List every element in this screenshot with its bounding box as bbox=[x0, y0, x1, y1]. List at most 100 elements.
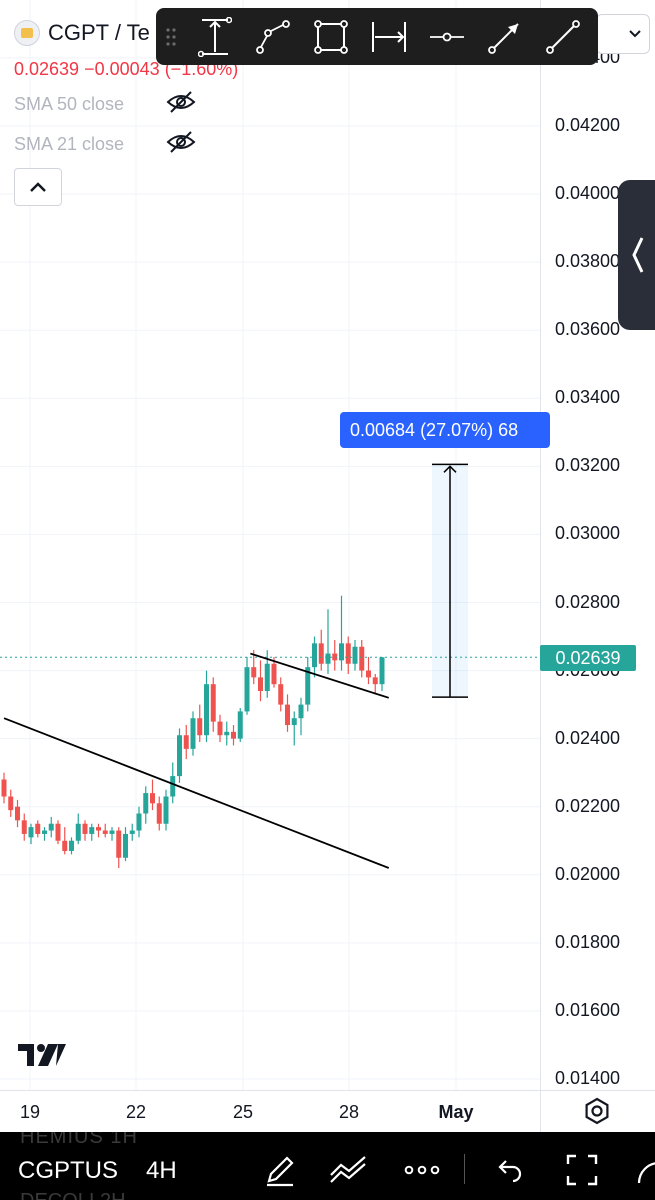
price-axis-label: 0.04000 bbox=[555, 183, 621, 204]
symbol-title[interactable]: CGPT / Te bbox=[48, 20, 150, 45]
eye-off-icon[interactable] bbox=[166, 130, 196, 154]
candle-body bbox=[372, 677, 378, 685]
date-price-range-tool[interactable] bbox=[186, 8, 244, 65]
interval-selector[interactable]: 4H bbox=[146, 1157, 177, 1184]
candle-body bbox=[170, 776, 176, 797]
time-axis-label: 28 bbox=[338, 1102, 360, 1122]
trend-line bbox=[250, 652, 390, 699]
candle-body bbox=[96, 827, 101, 831]
candle-body bbox=[352, 646, 358, 664]
side-panel-toggle[interactable] bbox=[618, 180, 655, 330]
candle-body bbox=[1, 779, 7, 797]
interval-dropdown[interactable] bbox=[596, 14, 650, 54]
scrolling-list-item: DECOLI 2H bbox=[20, 1190, 126, 1200]
candle-body bbox=[143, 793, 149, 814]
rectangle-icon bbox=[314, 19, 348, 54]
price-range-label[interactable]: 0.00684 (27.07%) 68 bbox=[340, 412, 550, 448]
candle-body bbox=[89, 827, 95, 834]
drag-handle-icon[interactable] bbox=[156, 8, 186, 65]
candle-body bbox=[312, 643, 317, 668]
candle-body bbox=[339, 643, 344, 661]
candle-body bbox=[264, 663, 270, 691]
candle-body bbox=[318, 643, 324, 664]
candle-body bbox=[271, 663, 277, 685]
date-range-tool[interactable] bbox=[360, 8, 418, 65]
time-axis-label: May bbox=[438, 1102, 474, 1122]
price-axis-label: 0.03600 bbox=[555, 319, 621, 340]
candle-body bbox=[366, 670, 371, 678]
horizontal-ray-tool[interactable] bbox=[418, 8, 476, 65]
indicator-label: SMA 50 close bbox=[14, 94, 125, 114]
trend-line-tool[interactable] bbox=[534, 8, 592, 65]
arc-icon bbox=[637, 1162, 655, 1184]
arrow-tool[interactable] bbox=[476, 8, 534, 65]
candle-body bbox=[224, 731, 230, 736]
chart-svg[interactable] bbox=[0, 0, 540, 1090]
candle-body bbox=[251, 667, 257, 678]
candle-body bbox=[210, 684, 216, 722]
candle-body bbox=[48, 823, 54, 831]
more-button[interactable] bbox=[400, 1150, 444, 1190]
price-axis-label: 0.01400 bbox=[555, 1068, 621, 1088]
candle-body bbox=[123, 833, 128, 858]
candle-body bbox=[325, 653, 331, 664]
candle-body bbox=[163, 796, 169, 824]
candle-body bbox=[75, 823, 81, 841]
candle-body bbox=[21, 820, 27, 834]
price-axis-label: 0.02000 bbox=[555, 863, 621, 884]
indicator-sma-21[interactable]: SMA 21 close bbox=[14, 131, 196, 155]
axis-corner bbox=[540, 1090, 655, 1133]
symbol-selector[interactable]: CGPTUS bbox=[18, 1157, 119, 1184]
candle-body bbox=[258, 677, 263, 691]
price-axis-label: 0.03400 bbox=[555, 387, 621, 408]
price-axis-label: 0.02800 bbox=[555, 591, 621, 612]
collapse-legend-button[interactable] bbox=[14, 168, 62, 206]
candle-body bbox=[156, 803, 162, 824]
candle-body bbox=[109, 830, 115, 834]
time-axis-label: 25 bbox=[232, 1102, 254, 1122]
candle-body bbox=[55, 823, 61, 841]
fullscreen-button[interactable] bbox=[560, 1150, 604, 1190]
price-axis-label: 0.04200 bbox=[555, 115, 621, 135]
arrow-icon bbox=[488, 22, 519, 54]
current-price-tag: 0.02639 bbox=[540, 645, 636, 671]
drawing-toolbar[interactable] bbox=[156, 8, 598, 65]
chart-area[interactable] bbox=[0, 0, 540, 1090]
path-tool[interactable] bbox=[244, 8, 302, 65]
drawing-tools-button[interactable] bbox=[258, 1150, 302, 1190]
indicator-sma-50[interactable]: SMA 50 close bbox=[14, 91, 196, 115]
extra-button-partial[interactable] bbox=[628, 1150, 655, 1190]
tradingview-logo[interactable] bbox=[18, 1042, 66, 1068]
date-range-icon bbox=[372, 21, 406, 52]
candle-body bbox=[69, 840, 74, 851]
time-axis[interactable]: 19 22 25 28 May bbox=[0, 1090, 540, 1133]
fullscreen-icon bbox=[566, 1154, 598, 1186]
bottom-toolbar: HEMIUS 1H DECOLI 2H CGPTUS 4H bbox=[0, 1132, 655, 1200]
indicator-label: SMA 21 close bbox=[14, 134, 125, 154]
candle-body bbox=[116, 830, 122, 858]
candle-body bbox=[190, 718, 196, 749]
settings-gear-icon[interactable] bbox=[583, 1097, 611, 1125]
indicators-icon bbox=[330, 1156, 366, 1183]
candle-body bbox=[102, 830, 108, 834]
undo-button[interactable] bbox=[486, 1150, 530, 1190]
candle-body bbox=[136, 813, 142, 831]
trend-line bbox=[3, 717, 390, 869]
candle-body bbox=[8, 796, 14, 811]
candle-body bbox=[285, 704, 290, 726]
grid bbox=[0, 0, 540, 1090]
candle-body bbox=[231, 731, 236, 739]
undo-icon bbox=[498, 1160, 522, 1183]
rectangle-tool[interactable] bbox=[302, 8, 360, 65]
price-change: −0.00043 bbox=[84, 59, 160, 79]
candle-body bbox=[204, 684, 209, 736]
time-axis-label: 22 bbox=[125, 1102, 147, 1122]
candle-body bbox=[197, 718, 203, 736]
candle-body bbox=[15, 806, 20, 821]
eye-off-icon[interactable] bbox=[166, 90, 196, 114]
symbol-row[interactable]: CGPT / Te bbox=[14, 20, 150, 46]
candle-body bbox=[129, 830, 135, 834]
indicators-button[interactable] bbox=[326, 1150, 370, 1190]
candle-body bbox=[42, 830, 47, 834]
price-axis[interactable]: 0.044000.042000.040000.038000.036000.034… bbox=[540, 0, 655, 1090]
